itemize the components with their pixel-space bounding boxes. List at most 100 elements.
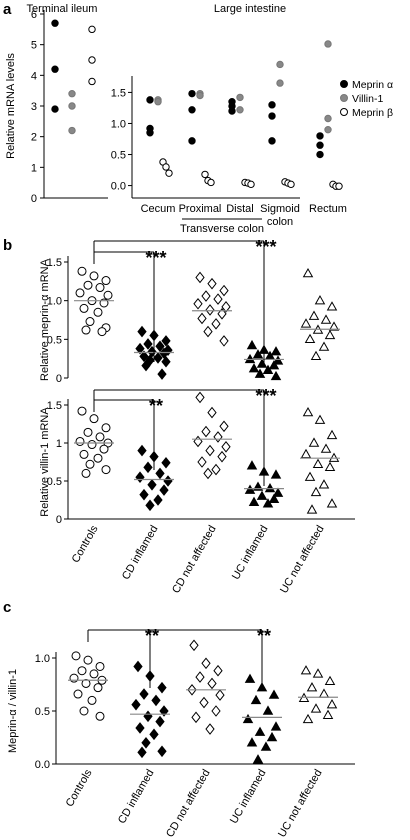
c-ratio-point bbox=[324, 675, 336, 686]
c-ratio-point bbox=[252, 754, 264, 764]
b-meprin-point bbox=[153, 352, 163, 364]
c-ratio-point bbox=[73, 689, 83, 699]
c-ratio-point bbox=[215, 689, 225, 701]
c-x-label: CD inflamed bbox=[116, 768, 157, 826]
a-legend-label: Meprin β bbox=[352, 107, 393, 119]
b-villin-point bbox=[75, 436, 85, 446]
a-colon-point-meprin_alpha bbox=[316, 150, 324, 159]
a-y-tick-label: 3 bbox=[31, 101, 37, 113]
b-villin-point bbox=[320, 443, 332, 453]
c-ratio-point bbox=[135, 722, 145, 734]
c-ratio-y-tick-label: 0.0 bbox=[35, 759, 50, 771]
a-ileum-point-villin1 bbox=[68, 90, 76, 98]
b-meprin-point bbox=[161, 335, 171, 347]
a-colon-point-villin1 bbox=[196, 91, 204, 100]
b-villin-point bbox=[193, 435, 203, 448]
b-villin-point bbox=[302, 406, 314, 417]
b-villin-point bbox=[306, 504, 318, 514]
b-meprin-point bbox=[268, 360, 280, 370]
c-ratio-point bbox=[93, 683, 103, 693]
b-villin-point bbox=[221, 440, 231, 453]
b-villin-point bbox=[93, 453, 103, 463]
b-meprin-y-tick-label: 0 bbox=[56, 373, 62, 385]
c-ratio-point bbox=[143, 710, 153, 723]
b-villin-point bbox=[137, 444, 147, 457]
b-meprin-point bbox=[244, 353, 256, 364]
b-villin-point bbox=[81, 468, 91, 478]
c-ratio-point bbox=[155, 715, 165, 728]
c-ratio-y-tick-label: 0.5 bbox=[35, 706, 50, 718]
b-villin-point bbox=[211, 463, 221, 476]
b-villin-sig-label: ** bbox=[149, 396, 163, 416]
b-villin-point bbox=[207, 406, 217, 419]
b-meprin-point bbox=[101, 276, 111, 286]
a-y-tick-label: 1 bbox=[31, 162, 37, 174]
b-meprin-point bbox=[205, 304, 215, 316]
a-category-label: Rectum bbox=[309, 203, 347, 215]
b-meprin-point bbox=[201, 290, 211, 302]
b-villin-point bbox=[304, 471, 316, 481]
c-ratio-point bbox=[95, 711, 105, 721]
b-villin-point bbox=[197, 456, 207, 468]
b-meprin-point bbox=[83, 280, 93, 290]
b-meprin-y-tick-label: 0.5 bbox=[47, 334, 62, 346]
b-villin-point bbox=[246, 460, 258, 470]
a-y-tick-label: 5 bbox=[31, 40, 37, 52]
a-legend-label: Meprin α bbox=[352, 79, 393, 91]
c-ratio-point bbox=[79, 706, 89, 716]
b-villin-point bbox=[219, 420, 229, 433]
c-ratio-point bbox=[270, 721, 282, 731]
a-ileum-point-meprin_beta bbox=[88, 77, 96, 86]
panel-letter-b: b bbox=[3, 237, 12, 254]
c-ratio-point bbox=[87, 695, 97, 705]
a-y-tick-label: 6 bbox=[31, 9, 37, 21]
b-villin-point bbox=[248, 496, 260, 506]
a-colon-point-meprin_alpha bbox=[316, 141, 324, 149]
b-meprin-point bbox=[219, 284, 229, 297]
a-colon-point-villin1 bbox=[236, 106, 244, 114]
b-villin-point bbox=[101, 465, 111, 475]
b-meprin-point bbox=[103, 290, 113, 300]
b-x-label: Controls bbox=[70, 523, 101, 565]
b-meprin-point bbox=[81, 325, 91, 335]
a-ileum-point-meprin_alpha bbox=[51, 19, 59, 27]
b-villin-point bbox=[324, 461, 336, 472]
b-meprin-point bbox=[221, 301, 231, 313]
b-meprin-point bbox=[203, 325, 213, 338]
b-villin-point bbox=[87, 440, 97, 450]
b-meprin-point bbox=[314, 295, 326, 305]
b-meprin-point bbox=[93, 307, 103, 317]
c-ratio-point bbox=[151, 694, 161, 707]
c-ratio-point bbox=[318, 688, 330, 698]
c-ratio-point bbox=[69, 673, 79, 683]
b-meprin-point bbox=[135, 342, 145, 355]
a-colon-point-villin1 bbox=[154, 98, 162, 106]
a-colon-point-meprin_alpha bbox=[146, 129, 154, 137]
b-villin-point bbox=[217, 450, 227, 463]
b-villin-point bbox=[153, 494, 163, 506]
c-ratio-point bbox=[310, 703, 322, 713]
b-meprin-point bbox=[89, 271, 99, 281]
c-ratio-y-tick-label: 1.0 bbox=[35, 653, 50, 665]
a-colon-point-villin1 bbox=[324, 40, 332, 48]
c-ratio-point bbox=[213, 664, 223, 677]
b-meprin-point bbox=[195, 271, 205, 284]
b-meprin-y-tick-label: 1.0 bbox=[47, 296, 62, 308]
b-meprin-y-tick-label: 1.5 bbox=[47, 257, 62, 269]
panel-letter-a: a bbox=[3, 1, 12, 18]
b-meprin-point bbox=[155, 340, 165, 353]
c-ratio-point bbox=[266, 731, 278, 742]
b-meprin-point bbox=[270, 370, 282, 381]
c-ratio-point bbox=[95, 661, 105, 671]
b-villin-point bbox=[143, 461, 153, 474]
c-ratio-sig-label: ** bbox=[145, 626, 159, 646]
b-meprin-point bbox=[270, 346, 282, 356]
a-bracket-label: Transverse colon bbox=[180, 223, 264, 235]
c-ratio-point bbox=[302, 713, 314, 724]
b-meprin-point bbox=[75, 288, 85, 298]
c-x-label: Controls bbox=[64, 767, 95, 809]
b-meprin-point bbox=[161, 355, 171, 368]
b-meprin-point bbox=[85, 317, 95, 327]
a-category-label: Cecum bbox=[141, 203, 176, 215]
b-meprin-point bbox=[256, 358, 268, 368]
